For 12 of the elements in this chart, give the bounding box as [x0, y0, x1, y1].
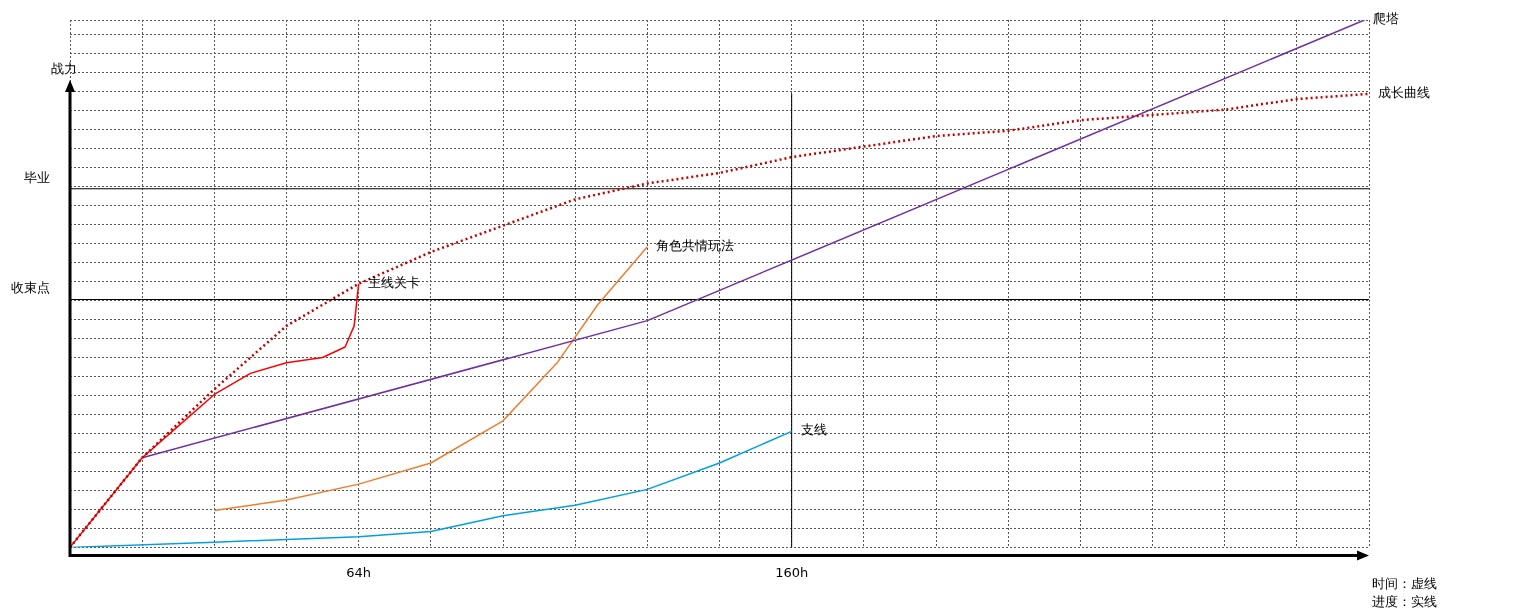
text: 时间：虚线 — [1372, 576, 1437, 592]
series-label: 角色共情玩法 — [656, 237, 735, 253]
ref-line-label: 收束点 — [11, 280, 50, 296]
text: 进度：实线 — [1372, 594, 1437, 609]
series-label: 主线关卡 — [367, 274, 420, 290]
x-tick-label: 64h — [346, 564, 372, 580]
x-tick-label: 160h — [775, 564, 809, 580]
series-label: 支线 — [800, 422, 827, 438]
series-label: 爬塔 — [1373, 10, 1400, 26]
ref-line-label: 毕业 — [24, 169, 50, 185]
y-axis-title: 战力 — [51, 60, 77, 76]
series-label: 成长曲线 — [1378, 84, 1430, 100]
